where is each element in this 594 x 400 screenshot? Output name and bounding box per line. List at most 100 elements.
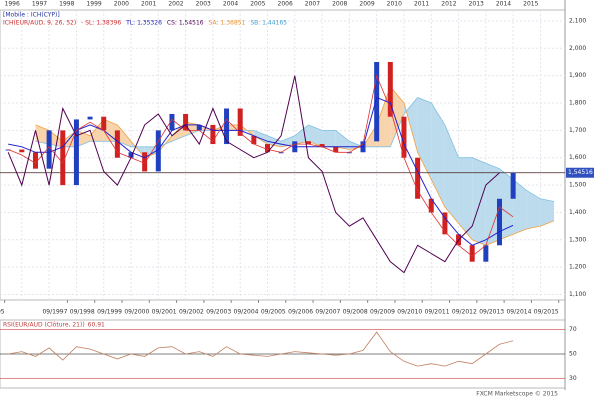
cloud (335, 130, 350, 150)
top-tick-label: 1997 (32, 1, 47, 8)
y-tick-label: 2,100 (569, 17, 586, 24)
cloud (390, 86, 404, 147)
rsi-value: 60,91 (88, 322, 105, 329)
candle (428, 198, 434, 213)
x-tick-label: 09/2012 (452, 309, 477, 316)
x-tick-label: 09/2009 (370, 309, 395, 316)
top-tick-label: 2007 (305, 1, 320, 8)
candle (224, 108, 230, 145)
x-tick-label: 09/2001 (152, 309, 177, 316)
x-tick-label: 09/2004 (234, 309, 259, 316)
y-tick-label: 1,700 (569, 127, 586, 134)
candle (237, 108, 243, 136)
candle (5, 149, 11, 151)
top-tick-label: 2012 (441, 1, 456, 8)
plot-frame (0, 9, 566, 301)
series-line (7, 75, 500, 274)
top-tick-label: 2005 (250, 1, 265, 8)
series-line (8, 331, 514, 367)
chart-title: [Mobile : ICH(CYP)] (3, 12, 60, 19)
cloud (267, 135, 282, 147)
top-tick-label: 2002 (168, 1, 183, 8)
x-tick-label: 09/2008 (343, 309, 368, 316)
cloud (226, 124, 241, 131)
candle (346, 152, 352, 154)
y-tick-label: 70 (569, 326, 577, 333)
top-tick-label: 2004 (223, 1, 238, 8)
top-tick-label: 1996 (5, 1, 20, 8)
candle (142, 152, 148, 172)
top-tick-label: 2013 (469, 1, 484, 8)
x-tick-label: 09/2015 (534, 309, 559, 316)
candle (442, 212, 448, 235)
cloud (499, 168, 514, 240)
top-tick-label: 2009 (359, 1, 374, 8)
series-line (8, 74, 514, 257)
x-tick-label: 09/2000 (124, 309, 149, 316)
x-tick-label: 09/2010 (397, 309, 422, 316)
footer-text: FXCM Marketscope © 2015 (476, 391, 558, 398)
y-tick-label: 50 (569, 351, 577, 358)
candle (305, 141, 311, 145)
y-tick-label: 1,100 (569, 291, 586, 298)
candle (319, 144, 325, 147)
price-label: 1,54516 (568, 169, 593, 176)
candle (401, 116, 407, 158)
candle (101, 116, 107, 131)
candle (73, 119, 79, 186)
series-line (8, 96, 514, 246)
top-tick-label: 2015 (523, 1, 538, 8)
x-tick-label: 09/1999 (97, 309, 122, 316)
candle (183, 113, 189, 131)
candle (264, 144, 270, 153)
candle (496, 198, 502, 246)
top-tick-label: 1998 (59, 1, 74, 8)
x-tick-label: 09/2003 (206, 309, 231, 316)
x-tick-label: 09/2014 (506, 309, 531, 316)
cloud (322, 130, 336, 147)
cloud (431, 103, 445, 207)
candle (155, 130, 161, 172)
x-tick-label: 09/2011 (425, 309, 450, 316)
cloud (485, 163, 500, 246)
top-tick-label: 1999 (86, 1, 101, 8)
y-tick-label: 2,000 (569, 45, 586, 52)
y-tick-label: 1,200 (569, 264, 586, 271)
header-item: CS: 1,54516 (167, 20, 204, 27)
cloud (117, 124, 131, 147)
header-item: SB: 1,44165 (250, 20, 287, 27)
cloud (253, 130, 268, 145)
candle (19, 149, 25, 153)
candle (210, 124, 216, 145)
cloud (35, 124, 50, 145)
top-tick-label: 2003 (196, 1, 211, 8)
candle (128, 152, 134, 158)
candle (46, 130, 52, 169)
header-item: ICH(EUR/AUD, 9, 26, 52) (3, 20, 76, 27)
candle (251, 135, 257, 145)
candle (387, 61, 393, 117)
x-tick-label: 09/2002 (179, 309, 204, 316)
top-tick-label: 2000 (114, 1, 129, 8)
top-tick-label: 2014 (496, 1, 511, 8)
y-tick-label: 1,400 (569, 209, 586, 216)
cloud (458, 157, 473, 240)
header-item: TL: 1,35326 (125, 20, 162, 27)
x-tick-label: 09/2005 (261, 309, 286, 316)
cloud (308, 124, 323, 147)
top-tick-label: 2011 (414, 1, 429, 8)
rsi-title: RSI(EUR/AUD (Clôture, 21)) (3, 322, 85, 329)
top-tick-label: 2008 (332, 1, 347, 8)
cloud (185, 122, 200, 136)
candle (32, 152, 38, 169)
y-tick-label: 1,300 (569, 236, 586, 243)
y-tick-label: 1,800 (569, 100, 586, 107)
candle (87, 116, 93, 120)
y-tick-label: 30 (569, 375, 577, 382)
candle (196, 124, 202, 131)
series-line (35, 97, 555, 202)
candle (374, 61, 380, 142)
candle (483, 245, 489, 262)
cloud (526, 190, 541, 229)
